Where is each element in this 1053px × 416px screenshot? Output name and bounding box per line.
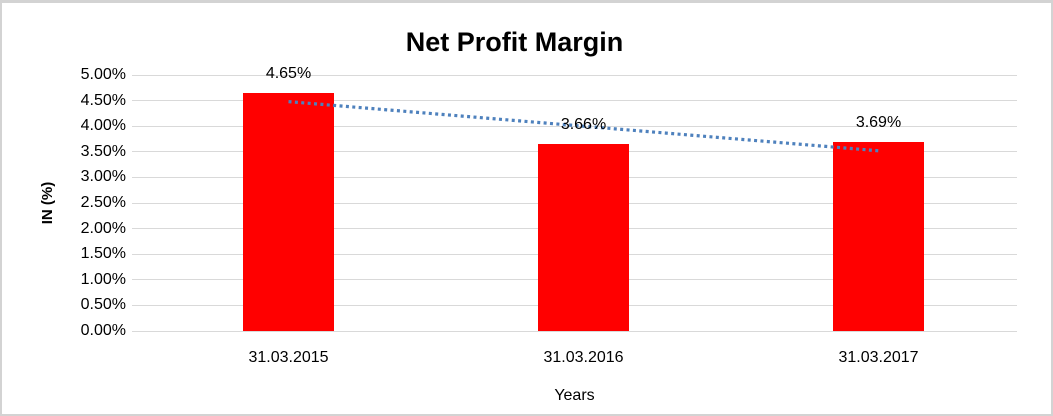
x-tick-label: 31.03.2015 [248, 349, 329, 366]
bar [538, 143, 629, 331]
y-tick-label: 2.00% [80, 219, 126, 237]
plot-area [132, 74, 1017, 332]
chart-title: Net Profit Margin [405, 27, 624, 57]
bar-value-label: 3.66% [560, 115, 607, 133]
trendline [288, 100, 879, 153]
bar-value-label: 4.65% [265, 64, 312, 82]
bar [243, 92, 334, 331]
x-tick-label: 31.03.2016 [543, 349, 624, 366]
bar [833, 142, 924, 331]
gridline [132, 125, 1017, 127]
y-tick-label: 1.50% [80, 245, 126, 263]
gridline [132, 330, 1017, 332]
y-tick-label: 4.50% [80, 91, 126, 109]
y-tick-label: 0.50% [80, 296, 126, 314]
y-tick-label: 1.00% [80, 270, 126, 288]
gridline [132, 74, 1017, 76]
y-tick-label: 3.00% [80, 168, 126, 186]
y-tick-label: 4.00% [80, 117, 126, 135]
bar-value-label: 3.69% [855, 114, 902, 132]
y-tick-label: 2.50% [80, 194, 126, 211]
y-tick-label: 3.50% [80, 142, 126, 160]
x-axis-title: Years [554, 387, 595, 404]
x-tick-label: 31.03.2017 [838, 349, 919, 366]
y-tick-label: 5.00% [80, 66, 126, 83]
gridline [132, 100, 1017, 102]
y-tick-label: 0.00% [80, 322, 126, 339]
